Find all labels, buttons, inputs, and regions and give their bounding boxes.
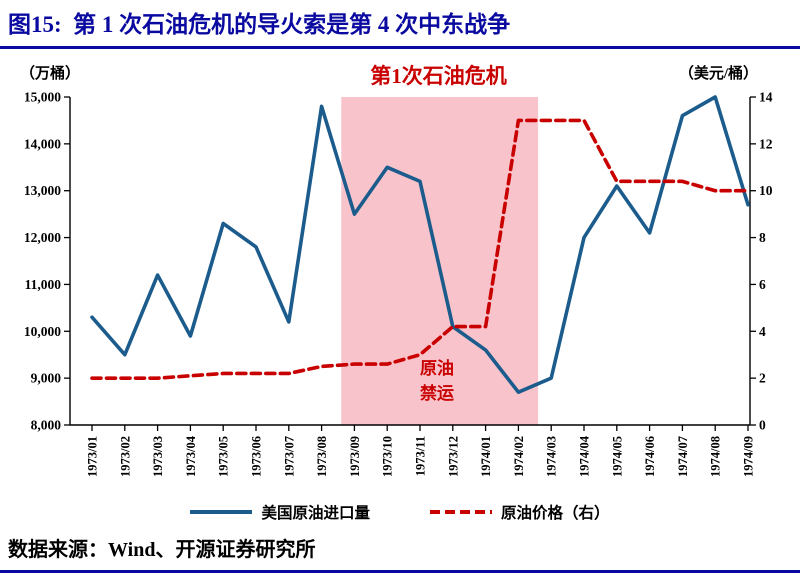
left-axis-tick-label: 13,000 <box>24 183 61 198</box>
legend-label-imports: 美国原油进口量 <box>261 505 370 522</box>
right-axis-tick-label: 4 <box>759 324 766 339</box>
left-axis-tick-label: 10,000 <box>24 324 61 339</box>
x-axis-tick-label: 1974/02 <box>512 436 526 477</box>
x-axis-tick-label: 1973/04 <box>184 435 198 477</box>
right-axis-tick-label: 6 <box>759 277 766 292</box>
x-axis-tick-label: 1973/08 <box>315 436 329 477</box>
x-axis-tick-label: 1973/05 <box>217 436 231 477</box>
x-axis-tick-label: 1973/10 <box>381 436 395 477</box>
oil-crisis-line-chart: 8,000 9,000 10,000 11,000 12,000 13,000 14,000… <box>24 90 773 477</box>
left-axis-tick-label: 9,000 <box>31 371 62 386</box>
figure-title: 图15: 第 1 次石油危机的导火索是第 4 次中东战争 <box>8 12 511 37</box>
series-line-1 <box>90 118 750 380</box>
legend-item-imports: 美国原油进口量 <box>190 501 370 523</box>
left-axis-tick-label: 8,000 <box>31 418 62 433</box>
x-axis-tick-label: 1973/03 <box>151 436 165 477</box>
legend-label-price: 原油价格（右） <box>501 505 610 522</box>
left-axis-tick-label: 12,000 <box>24 230 61 245</box>
x-axis-tick-label: 1974/06 <box>643 436 657 477</box>
right-axis-tick-label: 12 <box>759 136 773 151</box>
right-axis-tick-label: 2 <box>759 371 766 386</box>
left-axis-tick-label: 15,000 <box>24 90 61 105</box>
x-axis-tick-label: 1974/03 <box>545 436 559 477</box>
data-source: 数据来源：Wind、开源证券研究所 <box>8 539 316 561</box>
legend-item-price: 原油价格（右） <box>430 501 610 523</box>
x-axis-tick-label: 1973/02 <box>118 436 132 477</box>
x-axis-tick-label: 1973/11 <box>414 436 428 476</box>
x-axis-tick-label: 1974/04 <box>578 435 592 477</box>
x-axis-tick-label: 1973/07 <box>282 436 296 477</box>
right-axis-tick-label: 14 <box>759 90 773 105</box>
right-axis-tick-label: 0 <box>759 418 766 433</box>
title-divider <box>0 46 800 49</box>
x-axis-tick-label: 1973/09 <box>348 436 362 477</box>
bottom-divider <box>0 570 800 573</box>
right-axis-tick-label: 10 <box>759 183 773 198</box>
embargo-annotation: 原油 禁运 <box>385 356 489 406</box>
x-axis-tick-label: 1974/08 <box>709 436 723 477</box>
embargo-annotation-line1: 原油 <box>420 359 454 378</box>
x-axis-tick-label: 1974/05 <box>610 436 624 477</box>
left-axis-tick-label: 14,000 <box>24 136 61 151</box>
x-axis-tick-label: 1973/01 <box>86 436 100 477</box>
x-axis-tick-label: 1974/07 <box>676 436 690 477</box>
chart-legend: 美国原油进口量 原油价格（右） <box>0 501 800 523</box>
x-axis-tick-label: 1973/06 <box>250 436 264 477</box>
series-line-0 <box>90 95 750 395</box>
imports-line-swatch <box>190 510 253 514</box>
x-axis-tick-label: 1974/09 <box>742 436 756 477</box>
x-axis-tick-label: 1973/12 <box>446 436 460 477</box>
x-axis-tick-label: 1974/01 <box>479 436 493 477</box>
right-axis-tick-label: 8 <box>759 230 766 245</box>
embargo-annotation-line2: 禁运 <box>420 384 454 403</box>
right-axis-unit-label: （美元/桶） <box>678 66 758 82</box>
left-axis-unit-label: （万桶） <box>20 66 81 82</box>
crisis-annotation: 第1次石油危机 <box>370 64 507 88</box>
price-line-swatch <box>430 510 492 514</box>
left-axis-tick-label: 11,000 <box>25 277 62 292</box>
